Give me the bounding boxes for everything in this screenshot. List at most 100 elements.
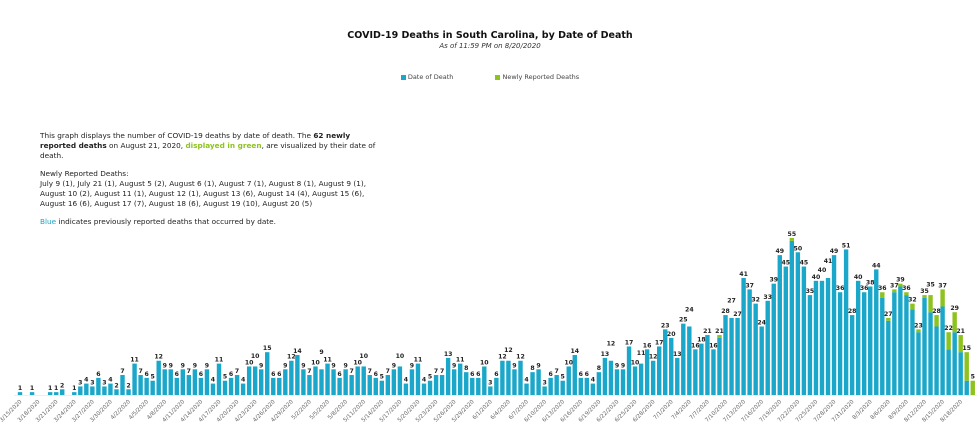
bar-date-of-death	[855, 280, 861, 395]
bar-date-of-death	[578, 377, 583, 395]
bar-date-of-death	[439, 375, 445, 395]
bar-newly-reported	[916, 329, 921, 333]
data-label: 24	[685, 306, 694, 313]
new-deaths-heading: Newly Reported Deaths:	[40, 169, 129, 178]
bar-date-of-death	[156, 360, 161, 395]
data-label: 10	[564, 359, 573, 366]
bar-date-of-death	[234, 375, 240, 395]
bar-date-of-death	[162, 369, 167, 395]
data-label: 10	[245, 359, 254, 366]
data-label: 9	[343, 362, 347, 369]
data-label: 9	[169, 362, 173, 369]
data-label: 11	[215, 357, 224, 364]
data-label: 5	[971, 374, 975, 381]
data-label: 7	[434, 368, 438, 375]
bar-date-of-death	[699, 343, 704, 395]
data-label: 9	[536, 362, 540, 369]
data-label: 23	[661, 322, 670, 329]
bar-newly-reported	[880, 292, 885, 298]
bar-date-of-death	[675, 357, 680, 395]
data-label: 23	[914, 322, 923, 329]
data-label: 9	[193, 362, 197, 369]
bar-date-of-death	[470, 377, 475, 395]
data-label: 6	[96, 371, 100, 378]
data-label: 17	[625, 339, 634, 346]
data-label: 17	[655, 339, 664, 346]
bar-date-of-death	[596, 372, 602, 395]
data-label: 15	[263, 345, 272, 352]
bar-date-of-death	[84, 383, 89, 395]
data-label: 16	[691, 342, 700, 349]
bar-date-of-death	[862, 292, 867, 395]
data-label: 39	[896, 277, 905, 284]
bar-date-of-death	[656, 346, 662, 395]
bar-date-of-death	[108, 383, 113, 395]
bar-date-of-death	[711, 349, 716, 395]
data-label: 2	[114, 382, 118, 389]
data-label: 6	[199, 371, 203, 378]
data-label: 5	[380, 374, 384, 381]
data-label: 9	[512, 362, 516, 369]
bar-date-of-death	[554, 375, 559, 395]
bar-date-of-death	[265, 352, 270, 395]
data-label: 3	[542, 379, 546, 386]
bar-date-of-death	[560, 380, 565, 395]
data-label: 1	[72, 385, 76, 392]
data-label: 14	[293, 348, 302, 355]
legend: Date of Death Newly Reported Deaths	[0, 73, 980, 81]
bar-newly-reported	[892, 289, 897, 293]
bar-date-of-death	[886, 320, 891, 395]
bar-date-of-death	[693, 349, 698, 395]
legend-item-newly-reported[interactable]: Newly Reported Deaths	[495, 73, 579, 81]
bar-date-of-death	[566, 366, 571, 395]
data-label: 5	[223, 374, 227, 381]
bar-newly-reported	[970, 380, 975, 395]
bar-date-of-death	[916, 332, 921, 395]
bar-date-of-death	[717, 337, 722, 395]
bar-newly-reported	[964, 352, 969, 381]
bar-date-of-death	[789, 240, 795, 395]
data-label: 9	[163, 362, 167, 369]
bar-date-of-death	[632, 366, 638, 395]
data-label: 2	[126, 382, 130, 389]
data-label: 6	[585, 371, 589, 378]
legend-item-date-of-death[interactable]: Date of Death	[400, 73, 453, 81]
bar-date-of-death	[367, 375, 372, 395]
bar-date-of-death	[144, 377, 149, 395]
bar-date-of-death	[783, 266, 789, 395]
bar-date-of-death	[494, 377, 499, 395]
data-label: 9	[319, 349, 323, 356]
data-label: 10	[359, 353, 368, 360]
data-label: 8	[597, 365, 601, 372]
data-label: 4	[84, 377, 89, 384]
data-label: 11	[130, 357, 139, 364]
data-label: 27	[727, 298, 736, 305]
bar-date-of-death	[608, 360, 614, 395]
new-deaths-items: July 9 (1), July 21 (1), August 5 (2), A…	[40, 179, 367, 208]
data-label: 45	[800, 260, 809, 267]
data-label: 49	[775, 248, 784, 255]
data-label: 49	[830, 248, 839, 255]
bar-date-of-death	[837, 292, 843, 395]
data-label: 5	[428, 374, 432, 381]
bar-date-of-death	[524, 383, 529, 395]
data-label: 4	[241, 377, 246, 384]
bar-date-of-death	[958, 352, 963, 395]
bar-date-of-death	[518, 360, 523, 395]
bar-date-of-death	[753, 303, 758, 395]
data-label: 13	[444, 351, 453, 358]
data-label: 18	[697, 337, 706, 344]
bar-date-of-death	[831, 255, 837, 395]
bar-date-of-death	[319, 369, 324, 395]
data-label: 37	[890, 282, 899, 289]
bar-date-of-death	[47, 392, 53, 395]
bar-date-of-death	[590, 383, 596, 395]
bar-date-of-death	[90, 386, 95, 395]
bar-date-of-death	[687, 326, 692, 395]
data-label: 6	[144, 371, 148, 378]
bar-date-of-death	[385, 375, 391, 395]
text: on August 21, 2020,	[106, 141, 186, 150]
data-label: 55	[788, 231, 797, 238]
data-label: 24	[757, 319, 766, 326]
bar-date-of-death	[542, 386, 547, 395]
